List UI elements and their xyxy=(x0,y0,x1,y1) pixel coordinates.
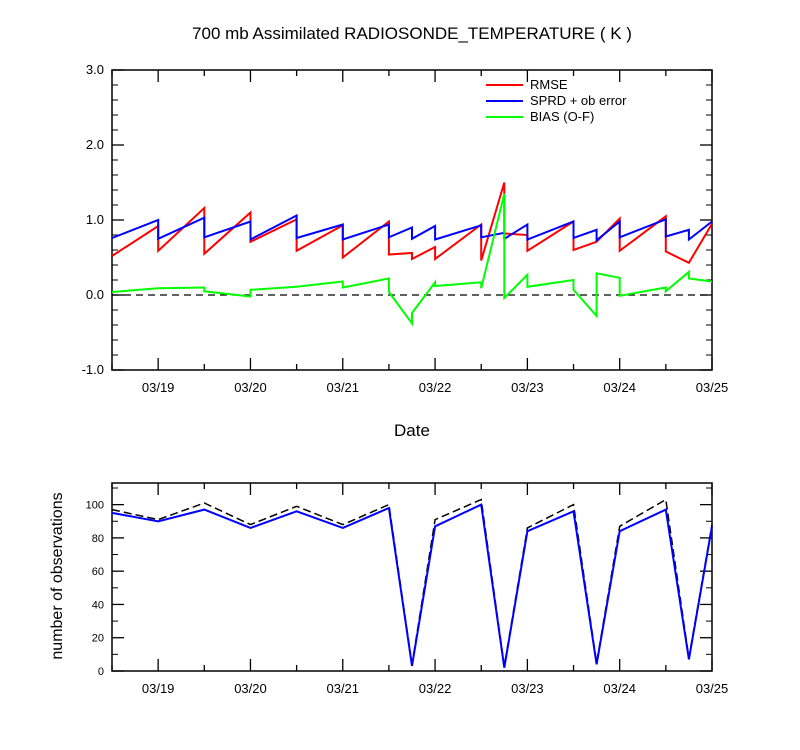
x-tick-label: 03/21 xyxy=(326,380,359,395)
x-tick-label: 03/23 xyxy=(511,681,544,696)
series-line-1 xyxy=(111,503,713,668)
series-line-bias-o-f xyxy=(111,193,713,327)
y-tick-label: 100 xyxy=(86,500,104,512)
x-tick-label: 03/20 xyxy=(234,681,267,696)
y-tick-label: 2.0 xyxy=(86,137,104,152)
y-tick-label: 80 xyxy=(92,533,104,545)
x-tick-label: 03/19 xyxy=(142,681,175,696)
x-tick-label: 03/25 xyxy=(696,681,729,696)
x-tick-label: 03/24 xyxy=(603,380,636,395)
plot-frame xyxy=(111,482,713,672)
y-tick-label: 3.0 xyxy=(86,62,104,77)
x-tick-label: 03/22 xyxy=(419,380,452,395)
y-tick-label: 0 xyxy=(98,666,104,678)
x-axis-label: Date xyxy=(394,421,430,440)
x-tick-label: 03/19 xyxy=(142,380,175,395)
y-tick-label: -1.0 xyxy=(82,362,104,377)
legend-label-bias: BIAS (O-F) xyxy=(530,109,594,124)
rmse-bias-plot: 03/19 03/20 03/21 03/22 03/23 03/24 03/25 -1.0 0… xyxy=(82,62,729,395)
chart-title: 700 mb Assimilated RADIOSONDE_TEMPERATUR… xyxy=(192,24,632,43)
legend-label-rmse: RMSE xyxy=(530,77,568,92)
series-line-sprd-ob-error xyxy=(111,213,713,243)
x-tick-label: 03/20 xyxy=(234,380,267,395)
y-tick-label: 60 xyxy=(92,566,104,578)
x-tick-label: 03/25 xyxy=(696,380,729,395)
y-tick-label: 20 xyxy=(92,633,104,645)
legend-label-sprd: SPRD + ob error xyxy=(530,93,627,108)
series-line-rmse xyxy=(111,182,713,265)
x-tick-label: 03/21 xyxy=(326,681,359,696)
y-tick-label: 40 xyxy=(92,599,104,611)
observation-count-plot: 03/19 03/20 03/21 03/22 03/23 03/24 03/25 0 20 40… xyxy=(86,482,729,696)
y-tick-label: 1.0 xyxy=(86,212,104,227)
y-tick-label: 0.0 xyxy=(86,287,104,302)
legend: RMSE SPRD + ob error BIAS (O-F) xyxy=(486,77,627,124)
series-line-0 xyxy=(111,498,713,667)
y-axis-label-observations: number of observations xyxy=(49,492,66,659)
x-tick-label: 03/22 xyxy=(419,681,452,696)
x-tick-label: 03/24 xyxy=(603,681,636,696)
x-tick-label: 03/23 xyxy=(511,380,544,395)
